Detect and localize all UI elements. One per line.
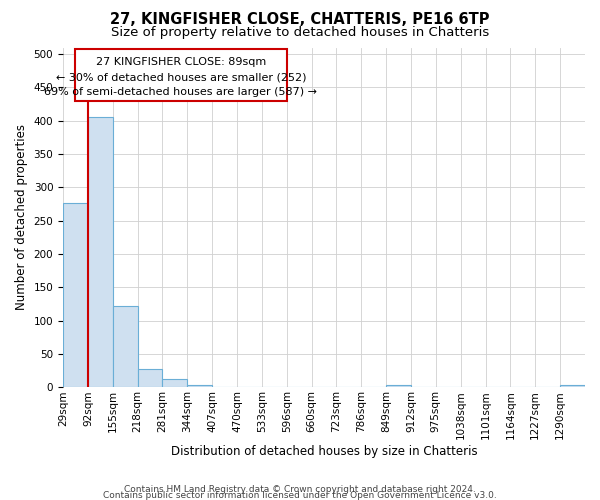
Bar [187,386,212,388]
Bar [88,118,113,388]
Text: Contains HM Land Registry data © Crown copyright and database right 2024.: Contains HM Land Registry data © Crown c… [124,484,476,494]
Text: Size of property relative to detached houses in Chatteris: Size of property relative to detached ho… [111,26,489,39]
Text: Contains public sector information licensed under the Open Government Licence v3: Contains public sector information licen… [103,491,497,500]
Bar [113,306,137,388]
Bar [63,203,88,388]
Bar [137,369,163,388]
Y-axis label: Number of detached properties: Number of detached properties [15,124,28,310]
Text: 27 KINGFISHER CLOSE: 89sqm: 27 KINGFISHER CLOSE: 89sqm [96,58,266,68]
X-axis label: Distribution of detached houses by size in Chatteris: Distribution of detached houses by size … [171,444,478,458]
Bar [560,386,585,388]
Text: 69% of semi-detached houses are larger (587) →: 69% of semi-detached houses are larger (… [44,87,317,97]
Text: ← 30% of detached houses are smaller (252): ← 30% of detached houses are smaller (25… [56,72,306,83]
Bar [386,386,411,388]
Text: 27, KINGFISHER CLOSE, CHATTERIS, PE16 6TP: 27, KINGFISHER CLOSE, CHATTERIS, PE16 6T… [110,12,490,28]
Bar [75,49,287,101]
Bar [163,379,187,388]
